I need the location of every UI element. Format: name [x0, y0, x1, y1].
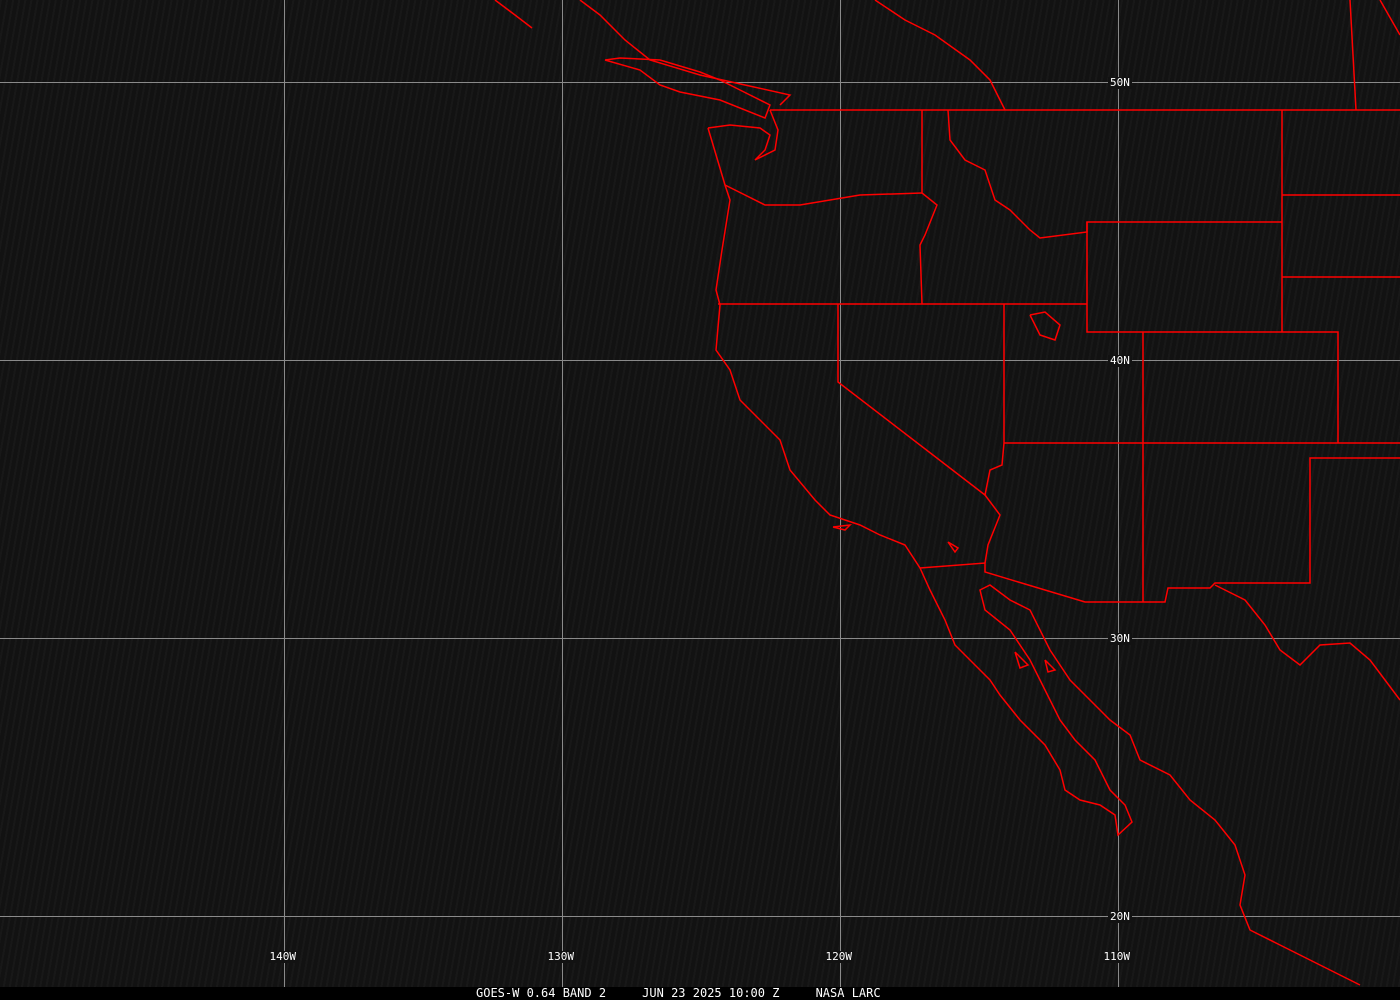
border-line — [947, 541, 960, 554]
border-line — [604, 57, 771, 119]
caption-bar — [0, 987, 1400, 1000]
border-line — [494, 0, 533, 29]
border-line — [724, 184, 923, 206]
border-line — [1214, 584, 1400, 701]
latitude-label: 40N — [1108, 353, 1132, 367]
border-line — [837, 304, 1005, 497]
border-line — [1349, 0, 1357, 111]
latitude-label: 30N — [1108, 631, 1132, 645]
border-line — [579, 0, 792, 106]
caption-source: NASA LARC — [815, 986, 881, 1000]
longitude-label: 140W — [267, 950, 298, 963]
longitude-label: 130W — [545, 950, 576, 963]
border-line — [984, 494, 1001, 564]
longitude-label: 110W — [1101, 950, 1132, 963]
caption-datetime: JUN 23 2025 10:00 Z — [642, 986, 780, 1000]
caption-satellite: GOES-W 0.64 BAND 2 — [476, 986, 607, 1000]
image-caption: GOES-W 0.64 BAND 2 JUN 23 2025 10:00 Z N… — [476, 986, 881, 1000]
border-line — [919, 110, 938, 305]
border-line — [1029, 311, 1061, 341]
latitude-label: 20N — [1108, 909, 1132, 923]
latitude-label: 50N — [1108, 75, 1132, 89]
border-line — [874, 0, 1006, 111]
border-line — [707, 127, 1361, 986]
border-line — [1086, 222, 1339, 443]
border-line — [1014, 651, 1030, 669]
border-line — [832, 524, 853, 531]
longitude-label: 120W — [823, 950, 854, 963]
border-line — [1379, 0, 1400, 36]
border-line — [919, 457, 1400, 603]
border-line — [707, 109, 779, 161]
border-line — [1044, 659, 1057, 673]
border-line — [947, 109, 1282, 239]
